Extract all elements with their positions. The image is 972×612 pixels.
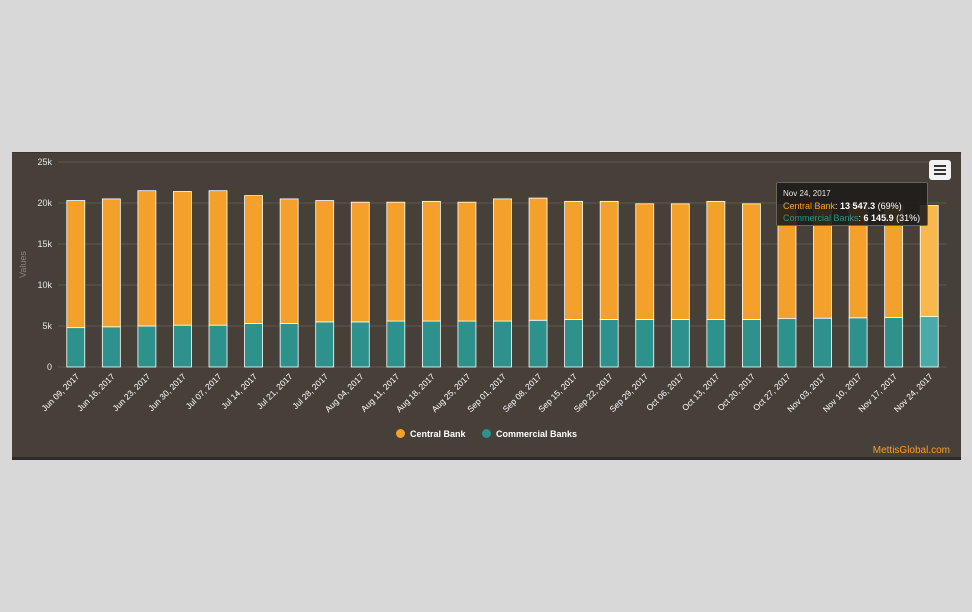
- tooltip-central-row: Central Bank: 13 547.3 (69%): [783, 201, 902, 211]
- bar-central-bank: [315, 200, 335, 323]
- bar-commercial-banks: [848, 317, 868, 368]
- bar-central-bank: [599, 200, 619, 320]
- bar-central-bank: [421, 200, 441, 322]
- tooltip-commercial-pct: (31%): [896, 213, 921, 223]
- chart-panel: 0 5k 10k 15k 20k 25k Values Jun 09, 2017 Jun 16,…: [12, 152, 961, 460]
- legend-label-commercial-banks: Commercial Banks: [496, 429, 578, 439]
- bar-commercial-banks: [279, 323, 299, 368]
- bar-commercial-banks: [173, 324, 192, 368]
- bar-central-bank: [173, 191, 192, 326]
- bar-commercial-banks: [315, 321, 335, 368]
- y-axis-title: Values: [18, 251, 28, 278]
- legend-item-central-bank[interactable]: Central Bank: [395, 429, 466, 439]
- legend-dot-central-bank: [395, 429, 405, 438]
- bar-commercial-banks: [919, 316, 939, 368]
- y-tick-label: 20k: [37, 198, 52, 208]
- y-tick-label: 25k: [37, 157, 52, 167]
- bar-commercial-banks: [742, 319, 761, 368]
- tooltip-central-value: 13 547.3: [840, 201, 876, 211]
- bar-commercial-banks: [528, 319, 548, 368]
- x-tick-label: Jul 14, 2017: [219, 371, 259, 411]
- x-tick-label: Jun 30, 2017: [146, 371, 188, 413]
- bar-commercial-banks: [599, 319, 619, 368]
- bar-commercial-banks: [66, 327, 86, 368]
- y-tick-label: 5k: [42, 321, 52, 331]
- bar-commercial-banks: [350, 321, 370, 368]
- bar-commercial-banks: [564, 319, 584, 368]
- bar-commercial-banks: [137, 325, 157, 368]
- bar-central-bank: [493, 198, 512, 322]
- bar-commercial-banks: [706, 319, 726, 368]
- y-tick-label: 15k: [37, 239, 52, 249]
- bar-commercial-banks: [208, 324, 228, 368]
- bar-central-bank: [706, 200, 726, 320]
- bar-central-bank: [742, 203, 761, 320]
- bar-central-bank: [137, 190, 157, 327]
- bar-commercial-banks: [101, 326, 121, 368]
- bar-central-bank: [564, 200, 584, 320]
- bar-central-bank: [919, 205, 939, 318]
- bar-commercial-banks: [386, 320, 406, 368]
- tooltip-commercial-label: Commercial Banks: [783, 213, 859, 223]
- bar-central-bank: [66, 200, 86, 329]
- bar-central-bank: [208, 190, 228, 326]
- x-tick-label: Jul 21, 2017: [255, 371, 295, 411]
- bar-central-bank: [350, 201, 370, 323]
- bar-commercial-banks: [421, 320, 441, 368]
- legend-label-central-bank: Central Bank: [409, 429, 466, 439]
- tooltip-central-label: Central Bank: [783, 201, 836, 211]
- tooltip-central-pct: (69%): [877, 201, 902, 211]
- chart-legend: Central Bank Commercial Banks: [12, 429, 961, 439]
- hamburger-icon-line: [934, 169, 946, 171]
- bar-commercial-banks: [457, 320, 477, 368]
- legend-dot-commercial-banks: [482, 429, 491, 438]
- bar-central-bank: [244, 195, 263, 324]
- tooltip-commercial-value: 6 145.9: [863, 213, 894, 223]
- y-tick-label: 0: [47, 362, 52, 372]
- bar-central-bank: [386, 201, 406, 322]
- bar-commercial-banks: [493, 320, 512, 368]
- bar-commercial-banks: [777, 318, 797, 368]
- hamburger-icon-line: [934, 173, 946, 175]
- bar-commercial-banks: [635, 319, 655, 368]
- bar-central-bank: [279, 198, 299, 324]
- bar-central-bank: [528, 197, 548, 321]
- bar-central-bank: [101, 198, 121, 328]
- hamburger-icon-line: [934, 165, 946, 167]
- tooltip-date: Nov 24, 2017: [783, 189, 831, 198]
- bar-central-bank: [670, 203, 690, 320]
- bar-commercial-banks: [884, 316, 904, 368]
- credit-link[interactable]: MettisGlobal.com: [872, 445, 950, 456]
- chart-tooltip: Nov 24, 2017 Central Bank: 13 547.3 (69%…: [776, 182, 928, 226]
- y-tick-label: 10k: [37, 280, 52, 290]
- bar-central-bank: [635, 203, 655, 320]
- chart-menu-button[interactable]: [929, 160, 951, 180]
- bar-commercial-banks: [670, 319, 690, 368]
- legend-item-commercial-banks[interactable]: Commercial Banks: [482, 429, 577, 439]
- bar-commercial-banks: [244, 323, 263, 368]
- x-tick-label: Jul 07, 2017: [184, 371, 224, 411]
- bar-commercial-banks: [813, 317, 832, 368]
- bar-central-bank: [457, 201, 477, 322]
- tooltip-commercial-row: Commercial Banks: 6 145.9 (31%): [783, 213, 921, 223]
